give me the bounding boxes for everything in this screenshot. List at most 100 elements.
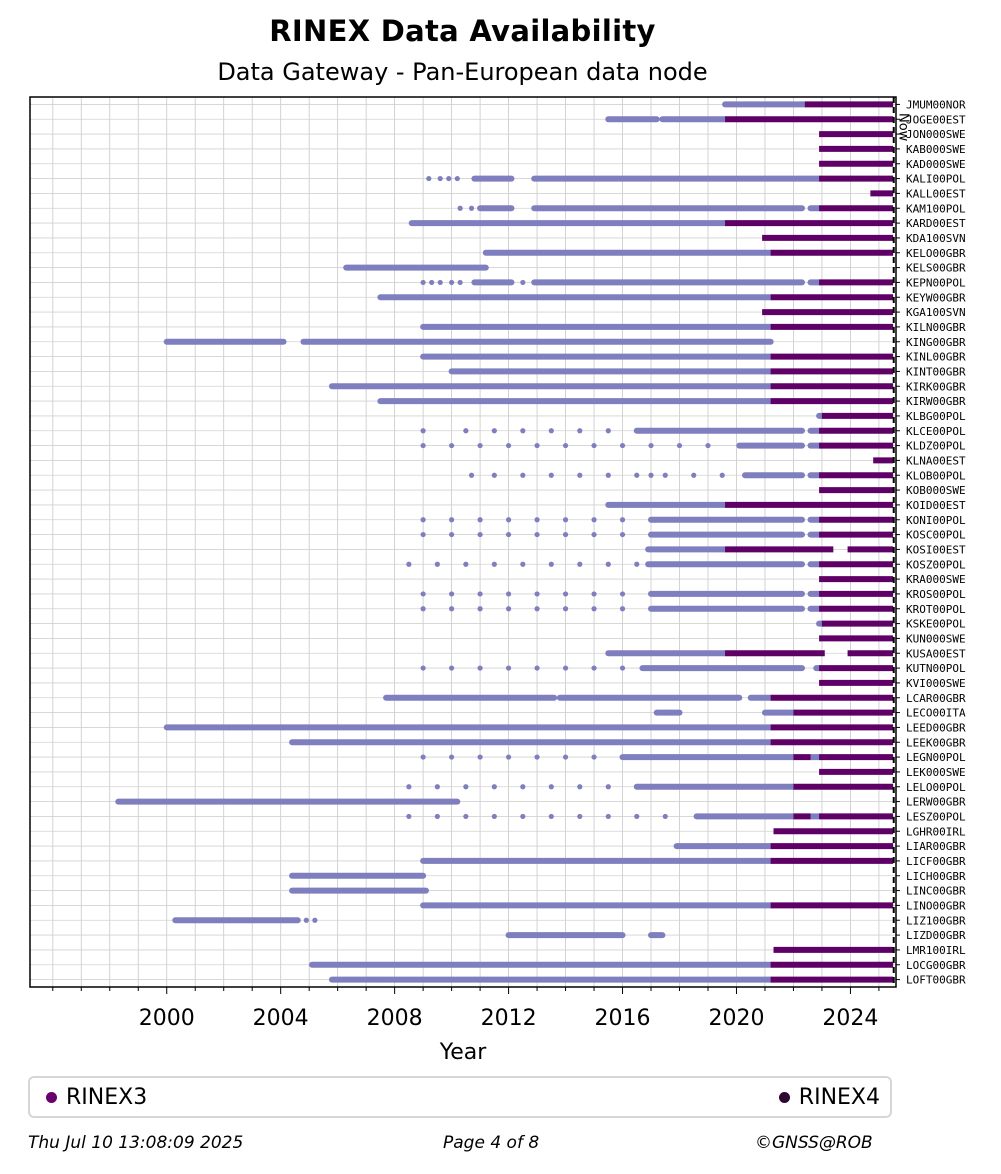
data-point-rinex2 <box>477 606 483 612</box>
data-point-rinex2 <box>449 665 455 671</box>
data-point-rinex2 <box>562 591 569 597</box>
data-point-rinex2 <box>420 442 426 449</box>
station-label: KSKE00POL <box>906 618 966 631</box>
data-point-rinex2 <box>691 472 697 478</box>
x-tick-label: 2000 <box>139 1006 195 1031</box>
station-label: KUTN00POL <box>906 662 966 675</box>
data-point-rinex2 <box>676 442 683 449</box>
station-label: LEED00GBR <box>906 721 966 734</box>
data-point-rinex2 <box>434 784 440 790</box>
data-point-rinex2 <box>406 784 412 790</box>
data-point-rinex2 <box>591 517 597 523</box>
data-point-rinex2 <box>562 665 569 671</box>
station-label: LINO00GBR <box>906 899 966 912</box>
x-tick-label: 2016 <box>595 1006 651 1031</box>
data-point-rinex2 <box>534 517 540 523</box>
station-label: JMUM00NOR <box>906 98 966 111</box>
station-label: LEEK00GBR <box>906 736 966 749</box>
station-label: KARD00EST <box>906 217 966 230</box>
data-point-rinex2 <box>619 591 626 597</box>
data-point-rinex2 <box>520 784 526 790</box>
data-point-rinex2 <box>420 754 426 760</box>
station-label: KONI00POL <box>906 514 966 527</box>
station-label: LERW00GBR <box>906 796 966 809</box>
data-point-rinex2 <box>605 428 611 434</box>
data-point-rinex2 <box>505 591 512 597</box>
data-point-rinex2 <box>605 472 611 478</box>
data-point-rinex2 <box>420 428 426 434</box>
footer-copyright: ©GNSS@ROB <box>755 1133 873 1153</box>
data-point-rinex2 <box>562 531 569 538</box>
station-label: LEK000SWE <box>906 766 966 779</box>
data-point-rinex2 <box>429 279 435 286</box>
station-label: LGHR00IRL <box>906 825 966 838</box>
data-point-rinex2 <box>406 813 412 820</box>
station-label: KINT00GBR <box>906 365 966 378</box>
data-point-rinex2 <box>434 813 440 820</box>
station-label: LECO00ITA <box>906 707 966 720</box>
station-label: KEYW00GBR <box>906 291 966 304</box>
data-point-rinex2 <box>591 665 597 671</box>
data-point-rinex2 <box>605 784 611 790</box>
data-point-rinex2 <box>449 591 455 597</box>
footer-page: Page 4 of 8 <box>443 1133 540 1153</box>
station-label: LCAR00GBR <box>906 692 966 705</box>
station-label: KINL00GBR <box>906 351 966 364</box>
data-point-rinex2 <box>477 531 483 538</box>
data-point-rinex2 <box>719 472 725 478</box>
station-label: KILN00GBR <box>906 321 966 334</box>
data-point-rinex2 <box>477 665 483 671</box>
data-point-rinex2 <box>457 205 463 211</box>
data-point-rinex2 <box>577 561 583 567</box>
data-point-rinex2 <box>463 813 469 820</box>
data-point-rinex2 <box>562 606 569 612</box>
x-axis-label: Year <box>439 1040 488 1065</box>
data-point-rinex2 <box>548 428 554 434</box>
station-label: LOCG00GBR <box>906 959 966 972</box>
station-label: KALL00EST <box>906 187 966 200</box>
data-point-rinex2 <box>505 517 512 523</box>
data-point-rinex2 <box>449 531 455 538</box>
station-label: KROT00POL <box>906 603 966 616</box>
station-label: KALI00POL <box>906 173 966 186</box>
data-point-rinex2 <box>648 472 654 478</box>
data-point-rinex2 <box>312 917 318 923</box>
data-point-rinex2 <box>591 591 597 597</box>
data-point-rinex2 <box>619 531 626 538</box>
data-point-rinex2 <box>449 279 455 286</box>
station-label: LICF00GBR <box>906 855 966 868</box>
data-point-rinex2 <box>491 428 497 434</box>
x-tick-label: 2004 <box>253 1006 309 1031</box>
station-label: KOSI00EST <box>906 543 966 556</box>
station-label: LIZ100GBR <box>906 914 966 927</box>
data-point-rinex2 <box>477 591 483 597</box>
data-point-rinex2 <box>449 754 455 760</box>
station-label: KAD000SWE <box>906 158 966 171</box>
data-point-rinex2 <box>605 561 611 567</box>
data-point-rinex2 <box>548 472 554 478</box>
station-label: KAB000SWE <box>906 143 966 156</box>
x-tick-label: 2024 <box>822 1006 878 1031</box>
data-point-rinex2 <box>577 428 583 434</box>
data-point-rinex2 <box>463 784 469 790</box>
data-point-rinex2 <box>534 442 540 449</box>
availability-chart: JMUM00NOR JOGE00EST JON000SWE KAB000SWE KAD0… <box>29 96 966 1065</box>
data-point-rinex2 <box>520 561 526 567</box>
legend-item-rinex3: RINEX3 <box>46 1085 147 1110</box>
data-point-rinex2 <box>505 606 512 612</box>
data-point-rinex2 <box>406 561 412 567</box>
data-point-rinex2 <box>420 531 426 538</box>
data-point-rinex2 <box>520 279 526 286</box>
legend-label-rinex4: RINEX4 <box>798 1085 880 1110</box>
station-label: KIRK00GBR <box>906 380 966 393</box>
legend: RINEX3 RINEX4 <box>28 1076 892 1118</box>
station-label: KOSC00POL <box>906 529 966 542</box>
station-label: LINC00GBR <box>906 885 966 898</box>
data-point-rinex2 <box>505 754 512 760</box>
data-point-rinex2 <box>562 517 569 523</box>
station-label: LMR100IRL <box>906 944 966 957</box>
data-point-rinex2 <box>534 606 540 612</box>
data-point-rinex2 <box>534 591 540 597</box>
data-point-rinex2 <box>634 813 640 820</box>
x-tick-label: 2020 <box>708 1006 764 1031</box>
